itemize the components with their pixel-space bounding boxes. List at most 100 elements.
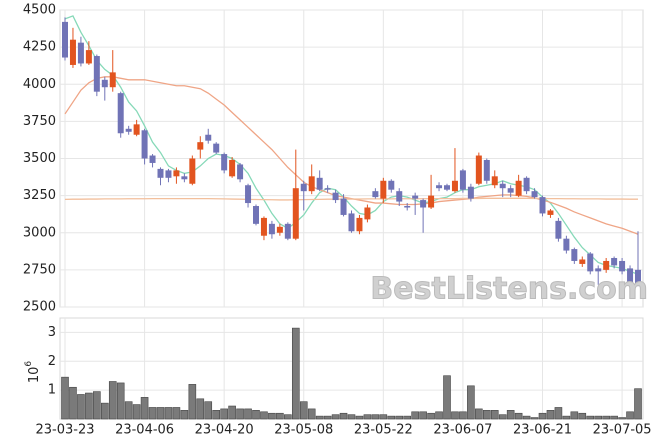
candle-body [189,158,196,184]
candle-body [547,210,554,215]
x-tick-label: 23-04-20 [195,423,254,438]
candle-body [491,176,498,186]
candle-body [595,268,602,272]
candle-body [276,226,283,233]
candle-body [428,195,435,208]
volume-bar [387,415,396,420]
volume-bar [371,414,380,420]
candle-body [149,155,156,163]
volume-bar [124,401,133,420]
candle-body [117,93,124,134]
candle-body [109,72,116,88]
volume-bar [570,411,579,420]
y-tick-label: 3000 [23,225,56,240]
volume-bar [490,410,499,420]
volume-bar [100,402,109,420]
volume-bar [363,414,372,420]
candle-body [404,206,411,208]
volume-bar [482,410,491,420]
candle-body [165,170,172,178]
volume-bar [85,392,93,420]
candle-body [603,260,610,270]
candle-body [531,191,538,198]
candle-body [555,220,562,239]
candle-body [412,195,419,199]
volume-bar [339,412,348,420]
volume-bar [475,408,483,420]
candle-body [483,159,490,181]
volume-bar [252,410,260,420]
volume-bar [602,415,610,420]
candle-body [85,50,92,64]
candle-body [451,180,458,192]
volume-bar [626,411,634,420]
volume-bar [307,408,316,420]
volume-bar [546,410,555,420]
candle-body [396,191,403,202]
volume-bar [323,415,332,420]
candle-body [221,154,228,171]
volume-bar [69,386,77,420]
candle-body [181,176,188,180]
candle-body [467,186,474,199]
candle-body [332,192,339,201]
volume-bar [427,412,435,420]
volume-bar [140,397,149,420]
volume-bar [156,407,165,420]
x-tick-label: 23-06-21 [513,423,572,438]
candle-body [364,207,371,220]
candle-body [229,159,236,177]
volume-bar [554,407,563,420]
volume-bar [562,415,571,420]
candle-body [523,177,530,192]
x-tick-label: 23-04-06 [115,423,174,438]
volume-bar [276,412,284,420]
y-tick-label: 2750 [23,262,56,277]
candle-body [507,188,514,193]
volume-bar [188,384,197,420]
volume-bar [212,410,221,420]
volume-bar [610,415,618,420]
candle-body [101,79,108,88]
volume-bar [196,398,205,420]
candle-body [420,200,427,208]
candle-body [619,260,626,272]
volume-bar [236,408,244,420]
y-tick-label: 4250 [23,40,56,55]
moving-average-line [64,15,639,275]
candle-body [300,183,307,192]
candle-body [380,180,387,199]
volume-bar [77,394,85,420]
y-tick-label: 4000 [23,77,56,92]
candle-body [475,155,482,184]
candle-body [539,197,546,214]
moving-average-line [64,197,638,201]
volume-bar [315,415,324,420]
candle-body [436,185,443,189]
candle-body [587,253,594,272]
volume-bar [355,415,364,420]
volume-bar [530,417,539,420]
candle-body [388,180,395,190]
volume-bar [172,407,181,420]
candle-body [133,124,140,135]
volume-bar [228,405,236,420]
volume-bar [116,382,125,420]
volume-bar [403,415,412,420]
volume-bar [284,414,292,420]
volume-bar [411,411,419,420]
watermark: BestListens.com [370,272,648,307]
candle-body [284,223,291,239]
scale-exponent: 6 [24,361,34,367]
volume-bar [148,407,157,420]
volume-bar [522,415,531,420]
volume-bar [164,407,173,420]
volume-bar [299,401,308,420]
candle-body [372,191,379,198]
volume-bar [514,412,523,420]
candle-body [316,177,323,190]
x-tick-label: 23-03-23 [35,423,94,438]
volume-bar [506,410,515,420]
candle-body [268,223,275,235]
